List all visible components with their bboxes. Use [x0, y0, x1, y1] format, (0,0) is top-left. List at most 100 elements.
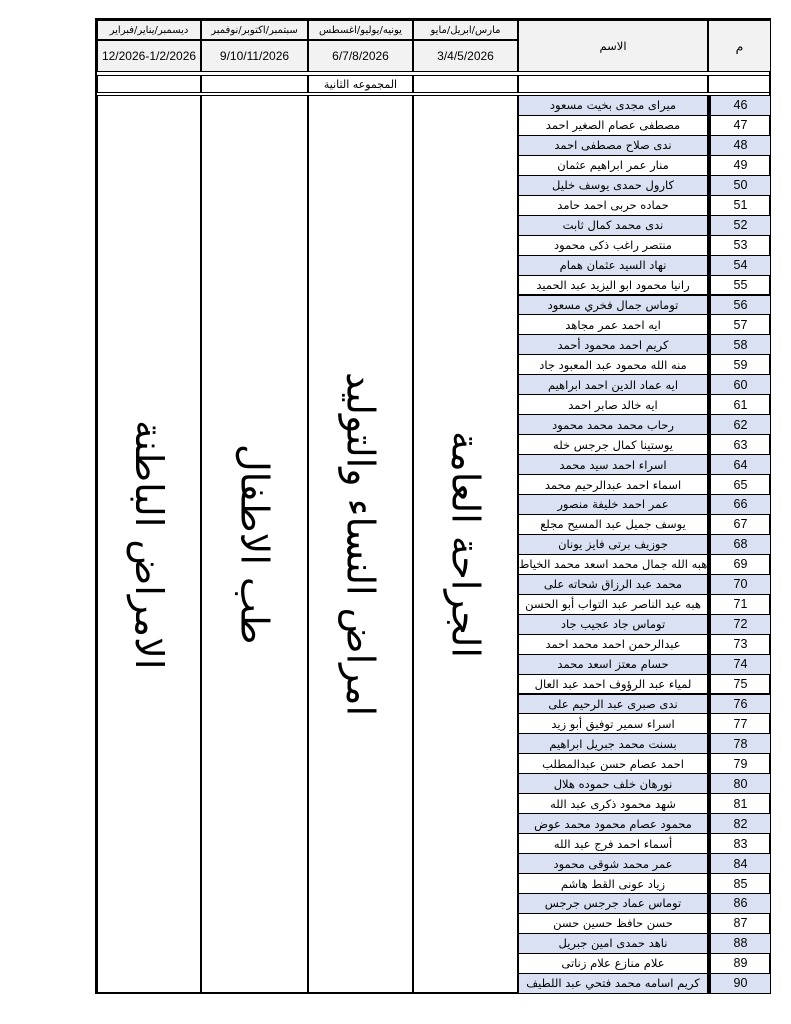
student-number: 56 [708, 294, 771, 316]
student-name: علام منازع علام زناتى [518, 952, 708, 974]
student-name: كريم اسامه محمد فتحي عبد اللطيف [518, 972, 708, 994]
student-name: أسماء احمد فرج عبد الله [518, 833, 708, 855]
student-number: 46 [708, 95, 771, 116]
student-number: 61 [708, 394, 771, 416]
student-number: 64 [708, 454, 771, 476]
student-number: 50 [708, 174, 771, 196]
student-name: ندى صلاح مصطفى احمد [518, 134, 708, 156]
student-number: 67 [708, 513, 771, 535]
student-name: يوسف جميل عبد المسيح مجلع [518, 513, 708, 535]
student-name: هبه عبد الناصر عبد التواب أبو الحسن [518, 593, 708, 615]
student-number: 83 [708, 833, 771, 855]
department-label: الجراحة العامة [443, 431, 488, 658]
student-name: ايه خالد صابر احمد [518, 394, 708, 416]
student-number: 78 [708, 733, 771, 755]
student-name: توماس عماد جرجس جرجس [518, 893, 708, 914]
student-number: 85 [708, 873, 771, 894]
student-number: 70 [708, 573, 771, 595]
number-column-header: م [708, 20, 771, 72]
student-number: 58 [708, 334, 771, 356]
student-number: 47 [708, 114, 771, 136]
period-2-months: يونيه/يوليو/اغسطس [308, 20, 413, 40]
student-name: عبدالرحمن احمد محمد احمد [518, 633, 708, 655]
student-name: ندى صبرى عبد الرحيم على [518, 693, 708, 715]
student-name: كارول حمدى يوسف خليل [518, 174, 708, 196]
department-period-1: الجراحة العامة [413, 95, 518, 994]
student-number: 84 [708, 853, 771, 875]
student-number: 73 [708, 633, 771, 655]
student-number: 88 [708, 932, 771, 954]
student-name: ناهد حمدى امين جبريل [518, 932, 708, 954]
period-3-dates: 9/10/11/2026 [201, 40, 308, 72]
student-number: 72 [708, 613, 771, 635]
student-name: اسراء احمد سيد محمد [518, 454, 708, 476]
student-number: 63 [708, 434, 771, 456]
department-period-2: امراض النساء والتوليد [308, 95, 413, 994]
group-label: المجموعه الثانية [308, 75, 413, 93]
period-4-months: ديسمبر/يناير/فبراير [97, 20, 201, 40]
student-name: يوستينا كمال جرجس خله [518, 434, 708, 456]
student-number: 76 [708, 693, 771, 715]
student-number: 51 [708, 194, 771, 216]
student-name: هبه الله جمال محمد اسعد محمد الخياط [518, 553, 708, 575]
student-number: 49 [708, 154, 771, 176]
group-row-number-cell [708, 75, 771, 93]
student-name: رانيا محمود ابو اليزيد عبد الحميد [518, 274, 708, 296]
period-4-dates: 12/2026-1/2/2026 [97, 40, 201, 72]
student-number: 66 [708, 494, 771, 515]
student-number: 59 [708, 354, 771, 376]
student-number: 90 [708, 972, 771, 994]
group-row-period-4-cell [97, 75, 201, 93]
student-name: نورهان خلف حموده هلال [518, 773, 708, 795]
student-name: توماس جمال فخري مسعود [518, 294, 708, 316]
student-number: 80 [708, 773, 771, 795]
name-column-header: الاسم [518, 20, 708, 72]
student-number: 82 [708, 813, 771, 835]
student-number: 52 [708, 214, 771, 236]
student-name: منه الله محمود عبد المعبود جاد [518, 354, 708, 376]
student-name: احمد عصام حسن عبدالمطلب [518, 753, 708, 775]
student-number: 81 [708, 793, 771, 815]
student-name: عمر احمد خليفة منصور [518, 494, 708, 515]
student-number: 89 [708, 952, 771, 974]
student-number: 62 [708, 414, 771, 436]
student-name: محمد عبد الرزاق شحاته على [518, 573, 708, 595]
department-period-3: طب الاطفال [201, 95, 308, 994]
student-number: 87 [708, 912, 771, 934]
student-number: 71 [708, 593, 771, 615]
period-3-months: سبتمبر/اكتوبر/نوفمبر [201, 20, 308, 40]
group-row-period-1-cell [413, 75, 518, 93]
student-number: 60 [708, 374, 771, 396]
student-name: عمر محمد شوقى محمود [518, 853, 708, 875]
department-period-4: الامراض الباطنة [97, 95, 201, 994]
student-name: ندى محمد كمال ثابت [518, 214, 708, 236]
student-number: 86 [708, 893, 771, 914]
department-label: امراض النساء والتوليد [338, 372, 383, 717]
period-1-dates: 3/4/5/2026 [413, 40, 518, 72]
department-label: الامراض الباطنة [127, 419, 171, 670]
student-name: ايه عماد الدين احمد ابراهيم [518, 374, 708, 396]
student-number: 77 [708, 713, 771, 735]
student-name: اسراء سمير توفيق أبو زيد [518, 713, 708, 735]
student-number: 75 [708, 673, 771, 695]
student-name: منار عمر ابراهيم عثمان [518, 154, 708, 176]
student-name: مصطفى عصام الصغير احمد [518, 114, 708, 136]
student-number: 48 [708, 134, 771, 156]
schedule-table: م الاسم مارس/ابريل/مايو 3/4/5/2026 يونيه… [95, 18, 771, 994]
student-number: 65 [708, 474, 771, 495]
department-label: طب الاطفال [232, 444, 277, 645]
student-name: حسن حافظ حسين حسن [518, 912, 708, 934]
student-name: جوزيف برتى فايز يونان [518, 533, 708, 555]
student-number: 55 [708, 274, 771, 296]
student-number: 74 [708, 653, 771, 675]
student-number: 69 [708, 553, 771, 575]
student-name: لمياء عبد الرؤوف احمد عبد العال [518, 673, 708, 695]
student-name: ايه احمد عمر مجاهد [518, 314, 708, 336]
period-1-months: مارس/ابريل/مايو [413, 20, 518, 40]
student-name: حماده حربى احمد حامد [518, 194, 708, 216]
student-name: ميراى مجدى بخيت مسعود [518, 95, 708, 116]
student-name: نهاد السيد عثمان همام [518, 254, 708, 276]
student-name: كريم احمد محمود أحمد [518, 334, 708, 356]
student-number: 79 [708, 753, 771, 775]
student-number: 54 [708, 254, 771, 276]
